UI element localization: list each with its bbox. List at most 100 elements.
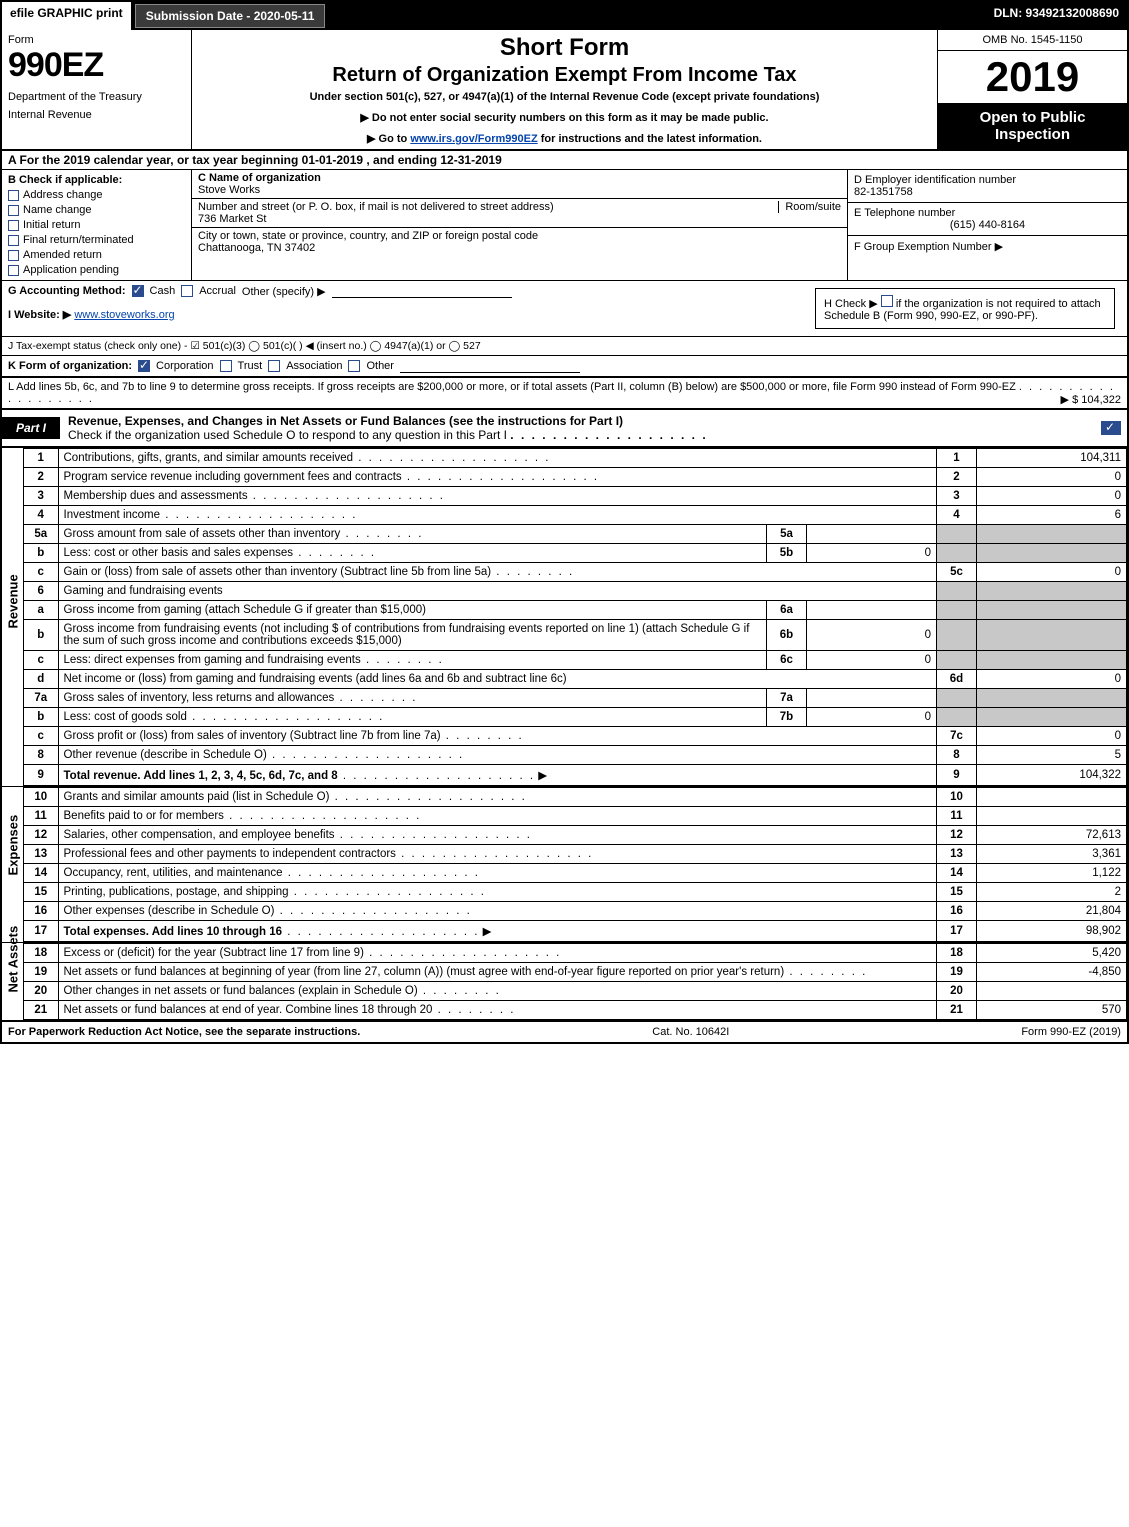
tax-year-line: A For the 2019 calendar year, or tax yea… — [2, 151, 1127, 170]
checkbox-icon[interactable] — [268, 360, 280, 372]
checkbox-icon[interactable] — [220, 360, 232, 372]
line-13: 13Professional fees and other payments t… — [24, 845, 1127, 864]
other-specify-field[interactable] — [332, 284, 512, 298]
short-form-title: Short Form — [200, 34, 929, 62]
room-label: Room/suite — [778, 201, 841, 213]
org-name-row: C Name of organization Stove Works — [192, 170, 847, 199]
line-7b: bLess: cost of goods sold7b0 — [24, 708, 1127, 727]
line-3: 3Membership dues and assessments30 — [24, 487, 1127, 506]
addr-label: Number and street (or P. O. box, if mail… — [198, 201, 554, 213]
goto-line: ▶ Go to www.irs.gov/Form990EZ for instru… — [200, 132, 929, 145]
line-5a: 5aGross amount from sale of assets other… — [24, 525, 1127, 544]
part1-tab: Part I — [2, 417, 60, 439]
irs-link[interactable]: www.irs.gov/Form990EZ — [410, 133, 537, 145]
part1-sub: Check if the organization used Schedule … — [68, 428, 507, 442]
g-label: G Accounting Method: — [8, 285, 126, 297]
spacer — [327, 2, 985, 30]
part1-title: Revenue, Expenses, and Changes in Net As… — [60, 410, 1101, 446]
no-ssn-warning: ▶ Do not enter social security numbers o… — [200, 111, 929, 124]
k-other-field[interactable] — [400, 359, 580, 373]
form-ref: Form 990-EZ (2019) — [1021, 1026, 1121, 1038]
line-19: 19Net assets or fund balances at beginni… — [24, 963, 1127, 982]
line-17: 17Total expenses. Add lines 10 through 1… — [24, 921, 1127, 942]
k-assoc: Association — [286, 360, 342, 372]
g-other: Other (specify) ▶ — [242, 285, 326, 298]
line-5b: bLess: cost or other basis and sales exp… — [24, 544, 1127, 563]
city-row: City or town, state or province, country… — [192, 228, 847, 256]
opt-address-change[interactable]: Address change — [8, 189, 185, 201]
k-row: K Form of organization: Corporation Trus… — [2, 356, 1127, 377]
line-12: 12Salaries, other compensation, and empl… — [24, 826, 1127, 845]
form-word: Form — [8, 34, 185, 46]
header-left: Form 990EZ Department of the Treasury In… — [2, 30, 192, 149]
top-bar: efile GRAPHIC print Submission Date - 20… — [2, 2, 1127, 30]
b-title: B Check if applicable: — [8, 174, 185, 186]
line-4: 4Investment income46 — [24, 506, 1127, 525]
section-def: D Employer identification number 82-1351… — [847, 170, 1127, 280]
revenue-table: 1Contributions, gifts, grants, and simil… — [24, 448, 1127, 786]
opt-amended-return[interactable]: Amended return — [8, 249, 185, 261]
l-amount: ▶ $ 104,322 — [1061, 393, 1121, 406]
checkbox-checked-icon[interactable] — [1101, 421, 1121, 435]
g-row: H Check ▶ if the organization is not req… — [2, 281, 1127, 337]
line-15: 15Printing, publications, postage, and s… — [24, 883, 1127, 902]
submission-date: Submission Date - 2020-05-11 — [135, 4, 326, 28]
checkbox-icon[interactable] — [8, 205, 19, 216]
goto-post: for instructions and the latest informat… — [538, 133, 762, 145]
city-label: City or town, state or province, country… — [198, 230, 538, 242]
checkbox-checked-icon[interactable] — [132, 285, 144, 297]
g-line: G Accounting Method: Cash Accrual Other … — [8, 284, 809, 298]
checkbox-icon[interactable] — [8, 190, 19, 201]
g-cash: Cash — [150, 285, 176, 297]
line-8: 8Other revenue (describe in Schedule O)8… — [24, 746, 1127, 765]
checkbox-checked-icon[interactable] — [138, 360, 150, 372]
under-section: Under section 501(c), 527, or 4947(a)(1)… — [200, 91, 929, 103]
opt-initial-return[interactable]: Initial return — [8, 219, 185, 231]
checkbox-icon[interactable] — [348, 360, 360, 372]
website-link[interactable]: www.stoveworks.org — [74, 309, 174, 321]
checkbox-icon[interactable] — [181, 285, 193, 297]
e-phone: E Telephone number (615) 440-8164 — [848, 203, 1127, 236]
opt-application-pending[interactable]: Application pending — [8, 264, 185, 276]
h-text1: H Check ▶ — [824, 298, 878, 310]
checkbox-icon[interactable] — [881, 295, 893, 307]
irs-label: Internal Revenue — [8, 109, 185, 121]
paperwork-notice: For Paperwork Reduction Act Notice, see … — [8, 1026, 360, 1038]
line-6a: aGross income from gaming (attach Schedu… — [24, 601, 1127, 620]
phone-value: (615) 440-8164 — [854, 219, 1121, 231]
section-c: C Name of organization Stove Works Numbe… — [192, 170, 847, 280]
checkbox-icon[interactable] — [8, 250, 19, 261]
cat-no: Cat. No. 10642I — [652, 1026, 729, 1038]
line-9: 9Total revenue. Add lines 1, 2, 3, 4, 5c… — [24, 765, 1127, 786]
org-name: Stove Works — [198, 184, 260, 196]
dept-treasury: Department of the Treasury — [8, 91, 185, 103]
ein-value: 82-1351758 — [854, 186, 913, 198]
page-footer: For Paperwork Reduction Act Notice, see … — [2, 1020, 1127, 1042]
line-5c: cGain or (loss) from sale of assets othe… — [24, 563, 1127, 582]
f-group: F Group Exemption Number ▶ — [848, 236, 1127, 257]
d-label: D Employer identification number — [854, 174, 1016, 186]
return-title: Return of Organization Exempt From Incom… — [200, 64, 929, 87]
i-label: I Website: ▶ — [8, 309, 71, 321]
line-6: 6Gaming and fundraising events — [24, 582, 1127, 601]
dln-label: DLN: 93492132008690 — [986, 2, 1127, 30]
h-box: H Check ▶ if the organization is not req… — [815, 288, 1115, 329]
revenue-label: Revenue — [2, 448, 24, 786]
form-header: Form 990EZ Department of the Treasury In… — [2, 30, 1127, 151]
line-7c: cGross profit or (loss) from sales of in… — [24, 727, 1127, 746]
checkbox-icon[interactable] — [8, 220, 19, 231]
omb-number: OMB No. 1545-1150 — [938, 30, 1127, 51]
address-row: Number and street (or P. O. box, if mail… — [192, 199, 847, 228]
g-accrual: Accrual — [199, 285, 236, 297]
opt-final-return[interactable]: Final return/terminated — [8, 234, 185, 246]
part1-header: Part I Revenue, Expenses, and Changes in… — [2, 408, 1127, 447]
c-label: C Name of organization — [198, 172, 321, 184]
checkbox-icon[interactable] — [8, 235, 19, 246]
net-assets-label: Net Assets — [2, 943, 24, 1020]
checkbox-icon[interactable] — [8, 265, 19, 276]
revenue-section: Revenue 1Contributions, gifts, grants, a… — [2, 447, 1127, 786]
efile-print-label[interactable]: efile GRAPHIC print — [2, 2, 133, 30]
info-block: B Check if applicable: Address change Na… — [2, 170, 1127, 281]
opt-name-change[interactable]: Name change — [8, 204, 185, 216]
city-value: Chattanooga, TN 37402 — [198, 242, 315, 254]
